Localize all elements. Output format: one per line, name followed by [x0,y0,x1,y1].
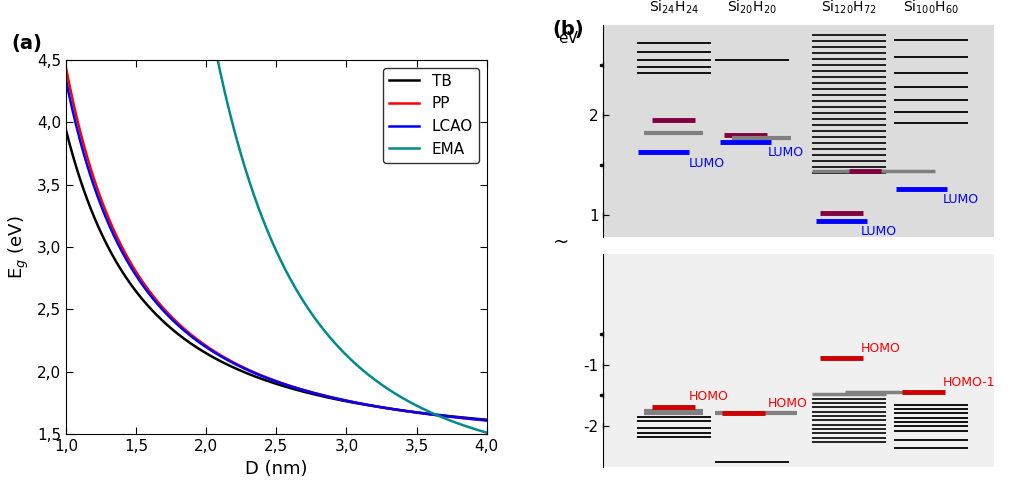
TB [60,127,72,133]
LCAO [134,279,146,285]
TB [341,398,353,404]
TB [134,294,146,300]
LCAO [376,405,388,411]
LCAO [308,390,320,396]
EMA [280,268,292,274]
Text: LUMO: LUMO [943,193,980,206]
X-axis label: D (nm): D (nm) [245,460,307,478]
Text: HOMO-1: HOMO-1 [943,376,996,389]
Text: ~: ~ [553,233,569,251]
LCAO [250,371,263,377]
Text: Si$_{24}$H$_{24}$: Si$_{24}$H$_{24}$ [649,0,699,16]
Text: Si$_{20}$H$_{20}$: Si$_{20}$H$_{20}$ [727,0,777,16]
TB [481,417,493,423]
PP [341,398,353,404]
Line: TB: TB [66,130,487,420]
EMA [370,378,382,384]
Text: LUMO: LUMO [861,225,897,238]
PP [376,405,388,411]
Text: (b): (b) [553,20,584,39]
LCAO [168,318,180,324]
Line: EMA: EMA [190,0,487,433]
PP [250,370,263,376]
EMA [301,304,313,310]
PP [168,316,180,322]
Text: LUMO: LUMO [768,146,803,159]
EMA [219,91,231,97]
LCAO [60,77,72,83]
Text: HOMO: HOMO [690,391,729,404]
Text: HOMO: HOMO [768,397,807,410]
LCAO [341,398,353,404]
PP [308,390,320,396]
Text: Si$_{100}$H$_{60}$: Si$_{100}$H$_{60}$ [903,0,959,16]
PP [481,418,493,424]
PP [60,64,72,70]
PP [134,275,146,281]
TB [250,374,263,380]
Text: Si$_{120}$H$_{72}$: Si$_{120}$H$_{72}$ [821,0,877,16]
Text: eV: eV [558,31,578,46]
EMA [481,430,493,436]
Line: LCAO: LCAO [66,80,487,420]
Legend: TB, PP, LCAO, EMA: TB, PP, LCAO, EMA [383,67,479,163]
EMA [397,396,410,402]
Line: PP: PP [66,67,487,421]
Text: LUMO: LUMO [690,157,725,170]
TB [168,328,180,334]
Text: HOMO: HOMO [861,342,900,355]
LCAO [481,417,493,423]
EMA [400,397,412,403]
TB [308,391,320,397]
TB [376,405,388,411]
Text: (a): (a) [11,33,42,53]
Y-axis label: E$_g$ (eV): E$_g$ (eV) [7,215,31,279]
